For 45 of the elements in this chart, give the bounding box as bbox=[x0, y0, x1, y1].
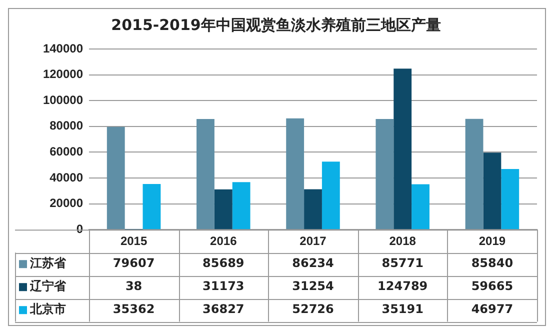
y-tick-label: 80000 bbox=[50, 118, 84, 133]
bar bbox=[412, 184, 430, 230]
data-label: 38 bbox=[125, 279, 142, 294]
data-label: 35362 bbox=[112, 302, 155, 316]
bar bbox=[376, 118, 394, 230]
data-label: 85771 bbox=[382, 256, 424, 270]
bar bbox=[286, 118, 304, 230]
data-label: 52726 bbox=[292, 302, 334, 316]
bar bbox=[465, 118, 484, 230]
bar bbox=[322, 162, 340, 230]
legend-label: 北京市 bbox=[29, 302, 66, 316]
x-tick-label: 2016 bbox=[210, 234, 238, 248]
data-label: 31173 bbox=[202, 279, 244, 294]
x-tick-label: 2018 bbox=[389, 234, 416, 248]
bar bbox=[214, 189, 232, 230]
bar bbox=[483, 152, 502, 230]
legend-label: 江苏省 bbox=[29, 256, 67, 270]
y-tick-label: 100000 bbox=[42, 92, 84, 107]
y-tick-label: 120000 bbox=[42, 67, 84, 82]
data-label: 86234 bbox=[292, 256, 334, 270]
data-label: 124789 bbox=[378, 279, 428, 294]
x-tick-label: 2017 bbox=[300, 234, 327, 248]
y-tick-label: 40000 bbox=[50, 170, 84, 184]
legend-label: 辽宁省 bbox=[29, 279, 67, 294]
bar bbox=[196, 119, 214, 230]
data-label: 59665 bbox=[471, 279, 514, 294]
x-tick-label: 2015 bbox=[120, 234, 148, 248]
y-tick-label: 60000 bbox=[50, 144, 84, 159]
data-label: 85840 bbox=[471, 256, 514, 270]
x-tick-label: 2019 bbox=[478, 234, 506, 248]
bar bbox=[142, 184, 161, 230]
bar bbox=[394, 68, 412, 230]
y-tick-label: 140000 bbox=[42, 41, 84, 56]
bar bbox=[106, 126, 125, 230]
data-label: 36827 bbox=[202, 302, 244, 316]
bar bbox=[304, 189, 322, 230]
y-tick-label: 20000 bbox=[50, 196, 84, 210]
bar bbox=[501, 169, 520, 230]
data-label: 85689 bbox=[202, 256, 244, 270]
data-label: 35191 bbox=[382, 302, 424, 316]
data-label: 79607 bbox=[112, 256, 155, 270]
chart-title: 2015-2019年中国观赏鱼淡水养殖前三地区产量 bbox=[111, 16, 441, 34]
bar bbox=[232, 182, 250, 230]
data-label: 31254 bbox=[292, 279, 334, 294]
data-label: 46977 bbox=[471, 302, 514, 316]
